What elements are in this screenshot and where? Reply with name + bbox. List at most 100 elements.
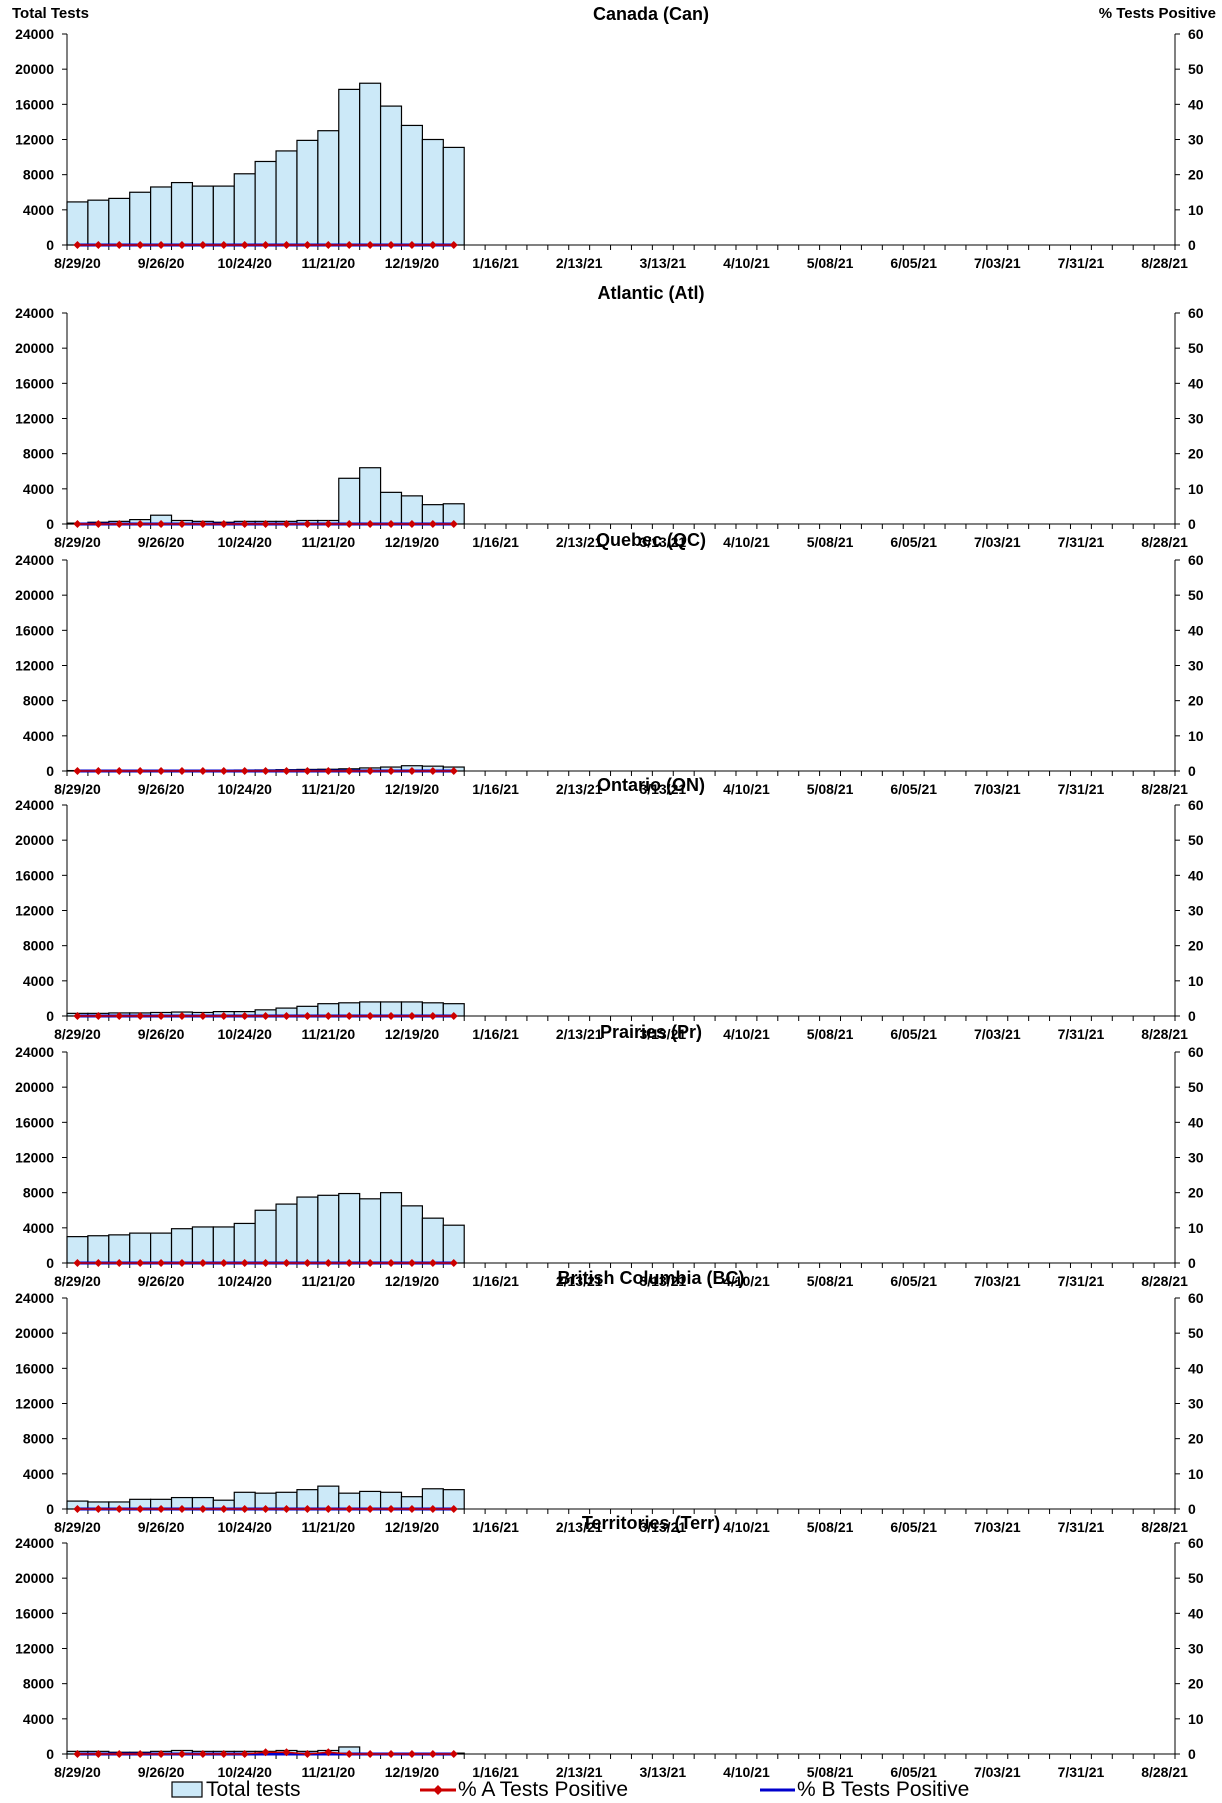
marker-a-tests-positive <box>449 1750 458 1758</box>
marker-a-tests-positive <box>282 1505 291 1513</box>
marker-a-tests-positive <box>94 241 103 249</box>
marker-a-tests-positive <box>407 1259 416 1267</box>
marker-a-tests-positive <box>198 767 207 775</box>
bar-total-tests <box>66 201 89 246</box>
y2-tick-label: 60 <box>1188 1290 1204 1306</box>
marker-a-tests-positive <box>324 241 333 249</box>
bar-total-tests <box>296 139 319 246</box>
marker-a-tests-positive <box>345 1750 354 1758</box>
bar-total-tests <box>379 491 403 525</box>
x-tick-label: 8/28/21 <box>1141 781 1188 797</box>
x-tick-label: 11/21/20 <box>301 781 355 797</box>
marker-a-tests-positive <box>240 1012 249 1020</box>
x-tick-label: 7/03/21 <box>974 534 1021 550</box>
y2-tick-label: 30 <box>1188 658 1204 674</box>
marker-a-tests-positive <box>157 1012 166 1020</box>
x-tick-label: 7/03/21 <box>974 781 1021 797</box>
marker-a-tests-positive <box>198 241 207 249</box>
x-tick-label: 8/29/20 <box>54 1764 101 1780</box>
bar-total-tests <box>379 1192 403 1264</box>
marker-a-tests-positive <box>449 241 458 249</box>
marker-a-tests-positive <box>303 1505 312 1513</box>
marker-a-tests-positive <box>177 1012 186 1020</box>
marker-a-tests-positive <box>136 767 145 775</box>
x-tick-label: 11/21/20 <box>301 1273 355 1289</box>
y-tick-label: 4000 <box>23 1711 54 1727</box>
x-tick-label: 11/21/20 <box>301 1519 355 1535</box>
y2-tick-label: 40 <box>1188 622 1204 638</box>
marker-a-tests-positive <box>303 241 312 249</box>
chart-title: Canada (Can) <box>593 4 709 24</box>
x-tick-label: 7/03/21 <box>974 1764 1021 1780</box>
x-tick-label: 5/08/21 <box>807 255 854 271</box>
marker-a-tests-positive <box>428 1012 437 1020</box>
bar-total-tests <box>400 1205 423 1264</box>
y2-tick-label: 10 <box>1188 202 1204 218</box>
marker-a-tests-positive <box>73 1505 82 1513</box>
marker-a-tests-positive <box>428 520 437 528</box>
bar-total-tests <box>129 1232 152 1264</box>
legend-label-total: Total tests <box>206 1778 301 1801</box>
x-tick-label: 2/13/21 <box>556 1519 603 1535</box>
x-tick-label: 12/19/20 <box>385 1764 440 1780</box>
x-tick-label: 4/10/21 <box>723 534 770 550</box>
y-tick-label: 12000 <box>15 1396 54 1412</box>
marker-a-tests-positive <box>324 1012 333 1020</box>
marker-a-tests-positive <box>219 1750 228 1758</box>
y-tick-label: 4000 <box>23 202 54 218</box>
marker-a-tests-positive <box>387 1259 396 1267</box>
x-tick-label: 5/08/21 <box>807 534 854 550</box>
x-tick-label: 3/13/21 <box>639 1273 686 1289</box>
x-tick-label: 10/24/20 <box>217 1519 272 1535</box>
y-tick-label: 24000 <box>15 552 54 568</box>
x-tick-label: 2/13/21 <box>556 1273 603 1289</box>
y-tick-label: 4000 <box>23 481 54 497</box>
x-tick-label: 12/19/20 <box>385 781 440 797</box>
bar-total-tests <box>400 124 423 246</box>
marker-a-tests-positive <box>157 520 166 528</box>
y2-tick-label: 10 <box>1188 973 1204 989</box>
bar-total-tests <box>191 185 214 246</box>
x-tick-label: 6/05/21 <box>890 1764 937 1780</box>
marker-a-tests-positive <box>261 241 270 249</box>
marker-a-tests-positive <box>240 241 249 249</box>
marker-a-tests-positive <box>345 1012 354 1020</box>
bar-total-tests <box>87 199 110 246</box>
x-tick-label: 7/31/21 <box>1058 1764 1105 1780</box>
bar-total-tests <box>108 1234 131 1264</box>
y2-tick-label: 40 <box>1188 1360 1204 1376</box>
marker-a-tests-positive <box>282 1259 291 1267</box>
bar-total-tests <box>108 197 131 246</box>
x-tick-label: 3/13/21 <box>639 1026 686 1042</box>
x-tick-label: 3/13/21 <box>639 781 686 797</box>
marker-a-tests-positive <box>387 520 396 528</box>
x-tick-label: 8/28/21 <box>1141 534 1188 550</box>
x-tick-label: 12/19/20 <box>385 1519 440 1535</box>
marker-a-tests-positive <box>345 1259 354 1267</box>
y2-tick-label: 40 <box>1188 1114 1204 1130</box>
y-tick-label: 16000 <box>15 375 54 391</box>
marker-a-tests-positive <box>407 241 416 249</box>
marker-a-tests-positive <box>157 1750 166 1758</box>
y2-tick-label: 50 <box>1188 832 1204 848</box>
marker-a-tests-positive <box>136 520 145 528</box>
chart-title: Territories (Terr) <box>582 1513 720 1533</box>
x-tick-label: 10/24/20 <box>217 781 272 797</box>
y2-tick-label: 40 <box>1188 375 1204 391</box>
y2-tick-label: 20 <box>1188 1431 1204 1447</box>
y2-tick-label: 10 <box>1188 728 1204 744</box>
y2-tick-label: 0 <box>1188 1008 1196 1024</box>
marker-a-tests-positive <box>407 1012 416 1020</box>
y-tick-label: 8000 <box>23 446 54 462</box>
bar-total-tests <box>317 1194 340 1264</box>
x-tick-label: 10/24/20 <box>217 1764 272 1780</box>
x-tick-label: 4/10/21 <box>723 1519 770 1535</box>
marker-a-tests-positive <box>136 1012 145 1020</box>
marker-a-tests-positive <box>282 520 291 528</box>
x-tick-label: 7/31/21 <box>1058 1026 1105 1042</box>
x-tick-label: 7/03/21 <box>974 1519 1021 1535</box>
x-tick-label: 1/16/21 <box>472 781 519 797</box>
marker-a-tests-positive <box>366 1012 375 1020</box>
marker-a-tests-positive <box>177 767 186 775</box>
